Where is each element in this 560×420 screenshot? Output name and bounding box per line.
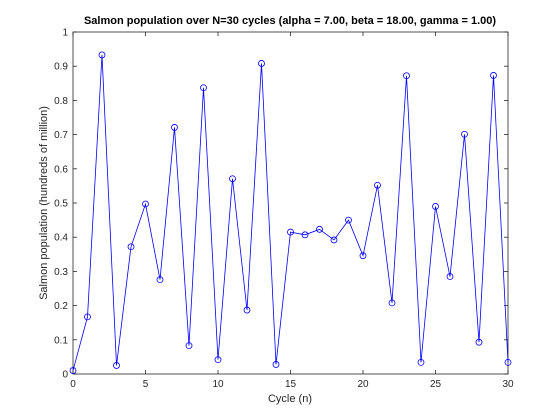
axes-box [72, 31, 509, 375]
data-point [185, 342, 193, 350]
x-axis-ticks: 0 5 10 15 20 25 30 [70, 32, 514, 390]
data-point [243, 306, 251, 314]
data-point [490, 72, 497, 79]
x-tick-label: 25 [430, 379, 442, 390]
data-point [388, 299, 396, 307]
data-point [374, 181, 381, 189]
data-point [142, 200, 149, 208]
data-point [258, 60, 265, 67]
y-tick-label: 0.4 [54, 233, 68, 244]
data-point [214, 356, 222, 364]
data-point [229, 175, 236, 183]
y-tick-label: 0.5 [54, 199, 68, 210]
data-point [446, 273, 454, 280]
data-point [98, 51, 106, 59]
data-point [316, 225, 323, 233]
series-layer [69, 51, 512, 374]
y-tick-label: 0.8 [54, 96, 68, 107]
data-point [403, 72, 410, 80]
y-tick-label: 0.6 [54, 164, 68, 175]
data-point [171, 124, 178, 131]
data-point [127, 243, 135, 251]
y-tick-label: 0 [62, 370, 68, 381]
x-tick-label: 5 [143, 379, 149, 390]
data-point [200, 84, 207, 92]
data-point [345, 216, 352, 224]
x-tick-label: 20 [357, 379, 369, 390]
data-point [69, 367, 77, 374]
y-tick-label: 1 [62, 28, 68, 39]
y-axis-ticks: 0 0.1 0.2 0.3 0.4 0.5 0.6 0.7 0.8 0.9 1 [54, 28, 508, 381]
data-point [461, 130, 468, 138]
x-tick-label: 10 [212, 379, 224, 390]
data-point [504, 358, 512, 366]
data-point [432, 203, 439, 210]
chart-title: Salmon population over N=30 cycles (alph… [84, 15, 496, 27]
y-tick-label: 0.1 [54, 335, 68, 346]
data-point [417, 358, 425, 366]
data-point [301, 231, 309, 239]
x-tick-label: 0 [70, 379, 76, 390]
data-point [113, 362, 120, 369]
y-tick-label: 0.7 [54, 130, 68, 141]
data-point [475, 338, 483, 346]
y-tick-label: 0.3 [54, 267, 68, 278]
x-tick-label: 30 [502, 379, 514, 390]
data-point [84, 313, 91, 321]
data-point [359, 252, 367, 260]
data-point [272, 361, 280, 368]
plot-area: 0 5 10 15 20 25 30 0 0.1 0.2 0.3 0.4 0.5 0.6 0.7 0.8 0.… [54, 28, 514, 391]
y-axis-label: Salmon population (hundreds of million) [38, 106, 50, 300]
series-line [72, 54, 509, 371]
y-tick-label: 0.2 [54, 301, 68, 312]
data-point [287, 228, 294, 236]
x-tick-label: 15 [285, 379, 297, 390]
data-point [330, 236, 338, 244]
x-axis-label: Cycle (n) [268, 393, 312, 405]
data-point [156, 276, 164, 284]
y-tick-label: 0.9 [54, 62, 68, 73]
